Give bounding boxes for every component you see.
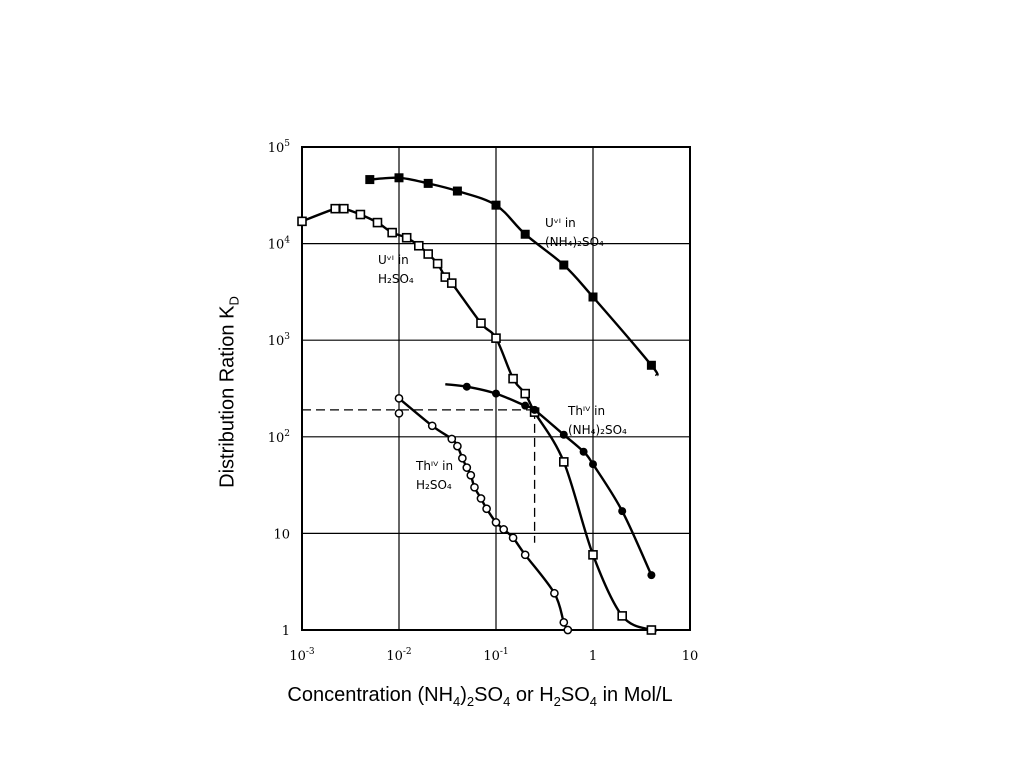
data-point-open-circle [563, 625, 573, 635]
series-line [369, 176, 659, 377]
data-point-open-circle [482, 504, 491, 514]
data-point-filled-circle [492, 389, 500, 398]
x-tick-label: 10-1 [483, 647, 508, 664]
data-point-open-square [432, 258, 443, 269]
data-point-open-circle [470, 482, 479, 492]
y-tick-label: 105 [268, 139, 291, 156]
data-point-filled-square [423, 178, 433, 188]
data-point-open-square [559, 457, 569, 467]
y-axis-label: Distribution Ration KD [217, 296, 242, 488]
data-point-open-square [372, 217, 383, 228]
y-tick-label: 10 [273, 527, 290, 542]
data-point-filled-circle [647, 571, 656, 580]
data-point-filled-square [559, 260, 569, 270]
data-point-open-circle [466, 470, 476, 480]
data-point-open-circle [520, 550, 530, 560]
data-point-open-circle [462, 463, 472, 472]
data-point-open-square [297, 216, 307, 227]
x-axis-label-text: SO [560, 684, 590, 706]
x-axis-label: Concentration (NH4)2SO4 or H2SO4 in Mol/… [190, 684, 770, 709]
series-label: (NH₄)₂SO₄ [545, 235, 604, 249]
x-axis-label-text: in Mol/L [597, 684, 673, 706]
series-line [398, 397, 569, 631]
data-point-filled-circle [462, 382, 471, 391]
x-axis-label-text: ) [460, 684, 467, 706]
data-point-open-circle [394, 408, 404, 418]
data-point-filled-square [588, 292, 598, 302]
data-point-open-circle [476, 494, 486, 503]
series-label: Thᴵⱽ in [567, 404, 605, 418]
data-point-open-square [330, 203, 341, 214]
x-axis-label-subscript: 4 [503, 694, 511, 709]
data-point-filled-square [646, 360, 656, 370]
data-point-open-square [646, 625, 657, 635]
data-point-open-square [401, 232, 412, 243]
x-tick-label: 10-2 [386, 647, 411, 664]
data-point-filled-square [365, 175, 375, 185]
data-point-open-square [387, 227, 397, 238]
x-axis-label-text: Concentration (NH [287, 684, 454, 706]
series-label: H₂SO₄ [416, 478, 452, 492]
x-axis-label-subscript: 4 [453, 694, 461, 709]
data-point-filled-square [452, 186, 462, 196]
data-point-filled-circle [579, 447, 588, 456]
data-point-open-square [339, 203, 349, 214]
data-point-filled-square [394, 173, 404, 183]
data-point-open-square [617, 611, 627, 621]
data-point-open-square [423, 249, 433, 259]
series-label: H₂SO₄ [378, 272, 414, 286]
series-label: (NH₄)₂SO₄ [568, 423, 627, 437]
series-label: Thᴵⱽ in [415, 459, 453, 473]
x-axis-label-subscript: 2 [466, 694, 475, 709]
data-point-filled-circle [521, 401, 530, 410]
data-point-filled-circle [530, 405, 539, 414]
data-point-open-square [440, 272, 451, 282]
x-axis-label-subscript: 4 [589, 694, 598, 709]
x-tick-label: 10-3 [289, 647, 315, 664]
data-point-open-square [413, 240, 424, 251]
data-point-filled-square [520, 229, 530, 239]
y-tick-label: 1 [282, 624, 290, 639]
y-tick-label: 103 [268, 332, 291, 349]
series-label: Uᵛᴵ in [378, 253, 409, 267]
data-point-filled-circle [559, 430, 568, 439]
data-point-open-circle [508, 533, 518, 543]
y-axis-label-text: Distribution Ration K [216, 305, 239, 488]
data-point-open-square [491, 333, 501, 343]
data-point-filled-circle [589, 460, 597, 469]
x-axis-label-text: SO [474, 684, 504, 706]
data-point-open-circle [491, 518, 501, 527]
data-point-open-square [446, 278, 457, 288]
data-point-open-square [476, 318, 486, 328]
data-point-filled-square [491, 200, 501, 210]
data-point-open-square [355, 209, 366, 220]
x-axis-label-text: or H [510, 684, 554, 706]
data-point-open-circle [453, 441, 462, 451]
series-line [301, 206, 658, 633]
data-point-filled-circle [618, 507, 627, 516]
data-point-open-circle [447, 434, 457, 444]
data-point-open-circle [550, 588, 559, 598]
x-tick-label: 10 [682, 649, 699, 664]
data-point-open-circle [458, 453, 467, 463]
data-point-open-circle [499, 525, 509, 534]
x-axis-label-subscript: 2 [553, 694, 561, 709]
series-line [445, 383, 653, 576]
data-point-open-square [508, 373, 518, 384]
y-tick-label: 102 [268, 429, 290, 446]
y-axis-label-wrap: Distribution Ration KD [216, 232, 242, 552]
y-axis-label-subscript: D [226, 296, 242, 306]
x-tick-label: 1 [589, 649, 597, 664]
series-label: Uᵛᴵ in [545, 216, 576, 230]
data-point-open-square [588, 550, 598, 560]
data-point-open-circle [394, 394, 404, 403]
data-point-open-circle [559, 618, 569, 627]
data-point-open-square [520, 388, 530, 399]
y-tick-label: 104 [268, 236, 291, 253]
data-point-open-circle [427, 421, 437, 431]
